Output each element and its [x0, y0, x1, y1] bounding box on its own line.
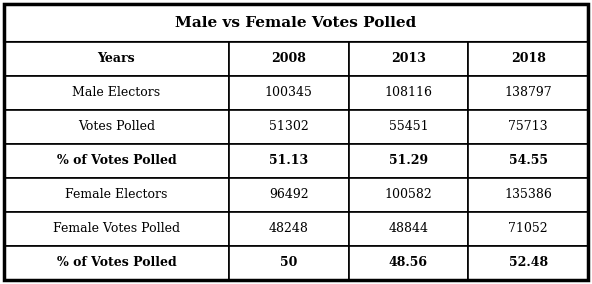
Bar: [468, 178, 588, 212]
Text: % of Votes Polled: % of Votes Polled: [57, 154, 176, 168]
Text: 55451: 55451: [388, 120, 428, 133]
Bar: [229, 144, 349, 178]
Text: 2018: 2018: [511, 53, 546, 65]
Bar: [468, 42, 588, 76]
Text: 71052: 71052: [509, 222, 548, 235]
Text: 2013: 2013: [391, 53, 426, 65]
Bar: [229, 178, 349, 212]
Bar: [4, 76, 229, 110]
Text: 51.13: 51.13: [269, 154, 308, 168]
Bar: [349, 144, 468, 178]
Bar: [4, 178, 229, 212]
Bar: [468, 212, 588, 246]
Bar: [468, 110, 588, 144]
Bar: [349, 178, 468, 212]
Bar: [468, 246, 588, 280]
Bar: [229, 76, 349, 110]
Text: Male vs Female Votes Polled: Male vs Female Votes Polled: [175, 16, 417, 30]
Bar: [468, 144, 588, 178]
Bar: [4, 212, 229, 246]
Bar: [468, 76, 588, 110]
Text: 51.29: 51.29: [389, 154, 428, 168]
Text: 51302: 51302: [269, 120, 308, 133]
Bar: [4, 246, 229, 280]
Text: Female Electors: Female Electors: [65, 189, 168, 201]
Bar: [349, 110, 468, 144]
Text: 100582: 100582: [385, 189, 432, 201]
Text: Male Electors: Male Electors: [72, 86, 160, 99]
Text: 138797: 138797: [504, 86, 552, 99]
Text: Votes Polled: Votes Polled: [78, 120, 155, 133]
Text: 54.55: 54.55: [509, 154, 548, 168]
Text: 48248: 48248: [269, 222, 308, 235]
Text: 100345: 100345: [265, 86, 313, 99]
Text: Years: Years: [98, 53, 135, 65]
Text: 52.48: 52.48: [509, 256, 548, 270]
Bar: [4, 4, 588, 42]
Bar: [349, 246, 468, 280]
Text: 2008: 2008: [271, 53, 306, 65]
Bar: [4, 110, 229, 144]
Text: 75713: 75713: [509, 120, 548, 133]
Text: % of Votes Polled: % of Votes Polled: [57, 256, 176, 270]
Text: 108116: 108116: [384, 86, 432, 99]
Text: 135386: 135386: [504, 189, 552, 201]
Text: 50: 50: [280, 256, 297, 270]
Bar: [229, 246, 349, 280]
Text: 48.56: 48.56: [389, 256, 428, 270]
Bar: [229, 42, 349, 76]
Bar: [4, 144, 229, 178]
Text: 96492: 96492: [269, 189, 308, 201]
Bar: [229, 212, 349, 246]
Bar: [349, 42, 468, 76]
Text: 48844: 48844: [388, 222, 429, 235]
Bar: [4, 42, 229, 76]
Bar: [349, 76, 468, 110]
Bar: [349, 212, 468, 246]
Text: Female Votes Polled: Female Votes Polled: [53, 222, 180, 235]
Bar: [229, 110, 349, 144]
